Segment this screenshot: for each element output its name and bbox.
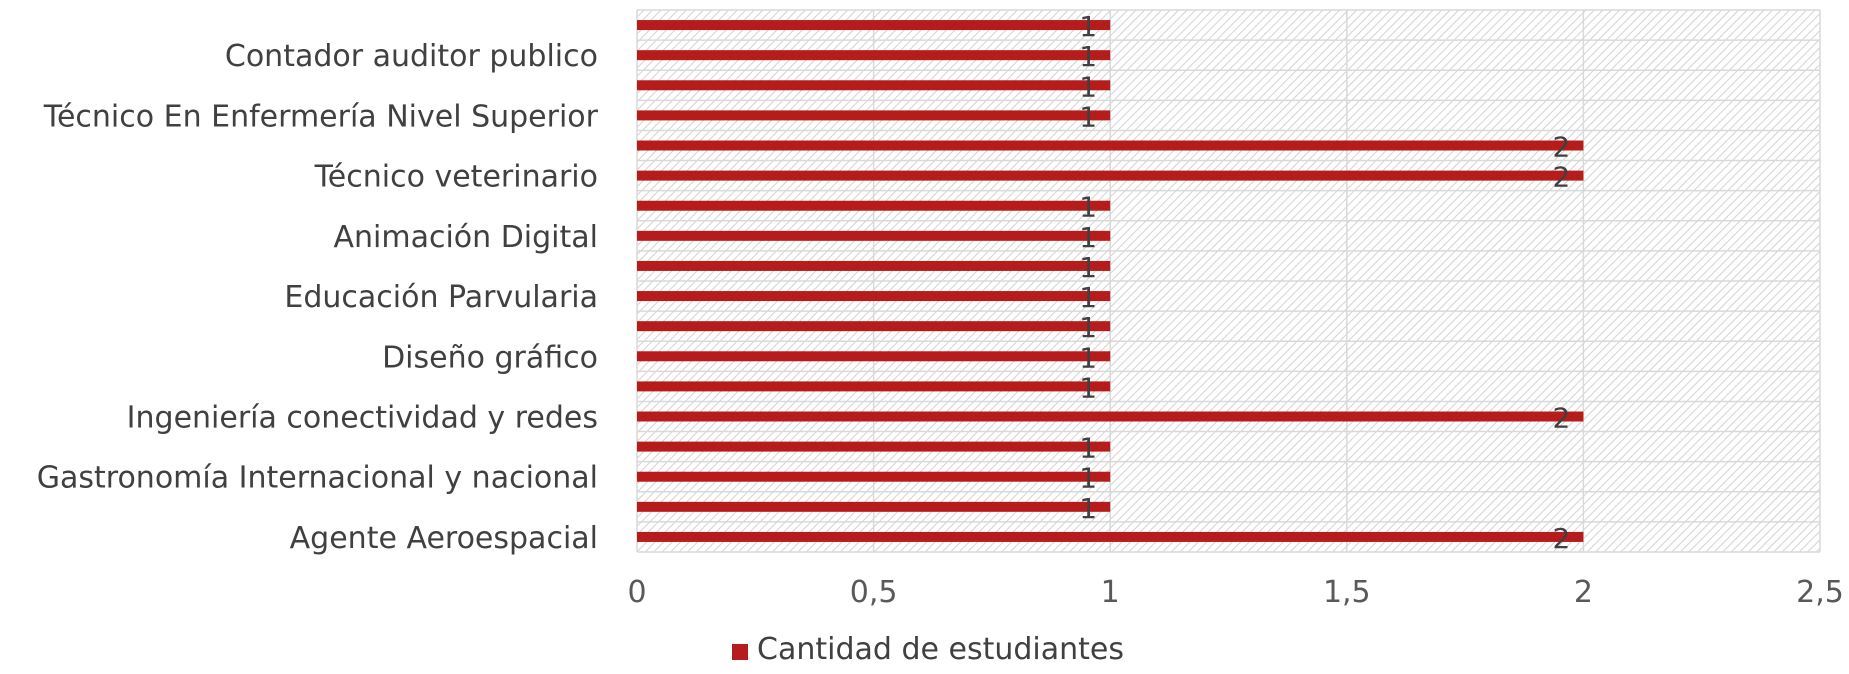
data-label: 1 xyxy=(1079,191,1097,224)
category-label: Ingeniería conectividad y redes xyxy=(127,401,598,436)
data-label: 1 xyxy=(1079,100,1097,133)
bar xyxy=(637,351,1111,362)
category-label: Animación Digital xyxy=(333,220,598,255)
category-label: Agente Aeroespacial xyxy=(290,521,598,556)
data-label: 1 xyxy=(1079,432,1097,465)
category-label: Técnico En Enfermería Nivel Superior xyxy=(43,99,599,134)
bar xyxy=(637,411,1584,422)
legend: Cantidad de estudiantes xyxy=(732,632,1124,667)
data-label: 1 xyxy=(1079,281,1097,314)
bar xyxy=(637,291,1111,302)
x-tick-label: 1 xyxy=(1101,575,1120,610)
bar xyxy=(637,441,1111,452)
category-label: Gastronomía Internacional y nacional xyxy=(37,461,598,496)
bar xyxy=(637,381,1111,392)
category-label: Técnico veterinario xyxy=(314,160,598,195)
x-tick-label: 2 xyxy=(1574,575,1593,610)
bar xyxy=(637,321,1111,332)
data-label: 1 xyxy=(1079,40,1097,73)
data-label: 1 xyxy=(1079,371,1097,404)
data-label: 1 xyxy=(1079,251,1097,284)
bar xyxy=(637,80,1111,91)
category-label: Diseño gráfico xyxy=(382,340,598,375)
data-label: 2 xyxy=(1552,522,1570,555)
data-label: 1 xyxy=(1079,492,1097,525)
x-axis-ticks: 0 0,5 1 1,5 2 2,5 xyxy=(627,575,1843,610)
bar xyxy=(637,260,1111,271)
data-label: 1 xyxy=(1079,341,1097,374)
bar xyxy=(637,140,1584,151)
bar xyxy=(637,110,1111,121)
data-label: 2 xyxy=(1552,402,1570,435)
x-tick-label: 2,5 xyxy=(1796,575,1844,610)
data-label: 1 xyxy=(1079,462,1097,495)
bar xyxy=(637,200,1111,211)
data-label: 2 xyxy=(1552,161,1570,194)
bar xyxy=(637,471,1111,482)
category-label: Educación Parvularia xyxy=(284,280,598,315)
bars xyxy=(637,20,1584,542)
x-tick-label: 1,5 xyxy=(1323,575,1371,610)
data-label: 1 xyxy=(1079,70,1097,103)
category-label: Contador auditor publico xyxy=(225,39,598,74)
bar xyxy=(637,50,1111,61)
bar xyxy=(637,501,1111,512)
legend-label: Cantidad de estudiantes xyxy=(757,632,1124,667)
bar xyxy=(637,531,1584,542)
data-label: 2 xyxy=(1552,131,1570,164)
data-label: 1 xyxy=(1079,311,1097,344)
data-label: 1 xyxy=(1079,10,1097,43)
x-tick-label: 0 xyxy=(627,575,646,610)
bar xyxy=(637,170,1584,181)
data-label: 1 xyxy=(1079,221,1097,254)
bar xyxy=(637,20,1111,31)
legend-swatch xyxy=(732,644,748,660)
category-labels: Contador auditor publico Técnico En Enfer… xyxy=(37,39,599,556)
x-tick-label: 0,5 xyxy=(850,575,898,610)
gridlines xyxy=(636,9,1821,553)
bar xyxy=(637,230,1111,241)
